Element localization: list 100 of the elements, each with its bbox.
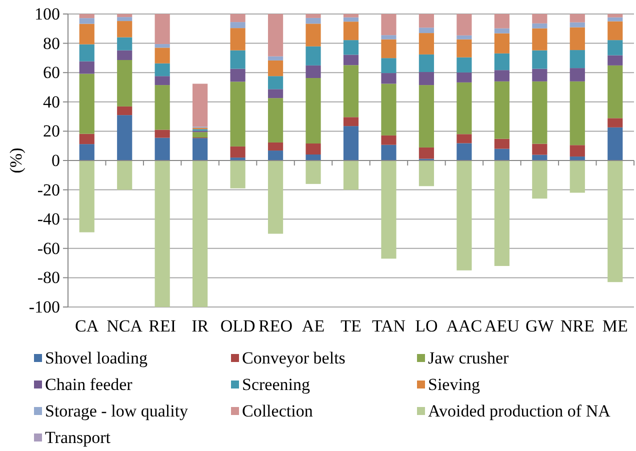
bar: [79, 61, 94, 74]
bar: [456, 143, 472, 160]
bar: [532, 68, 548, 82]
bar: [117, 17, 132, 22]
bar: [381, 14, 396, 36]
bar: [306, 154, 321, 160]
bar: [418, 160, 434, 186]
bar: [230, 68, 246, 82]
bar: [494, 138, 510, 149]
y-tick-label: 100: [34, 4, 60, 24]
bar: [608, 14, 623, 18]
bar: [381, 39, 396, 58]
bar: [456, 160, 472, 270]
bar: [418, 147, 434, 159]
bar: [494, 70, 510, 82]
bar: [192, 84, 208, 127]
bar: [532, 144, 548, 155]
bar: [494, 148, 510, 160]
bar: [494, 28, 510, 34]
bar: [268, 56, 284, 60]
bar: [570, 14, 585, 22]
bar: [230, 14, 246, 22]
bar: [117, 21, 132, 38]
x-tick-label: TAN: [372, 316, 406, 336]
legend-label: Avoided production of NA: [428, 402, 612, 420]
y-tick-label: 60: [43, 63, 60, 82]
x-tick-label: IR: [192, 316, 210, 336]
bar: [381, 135, 396, 145]
y-tick-label: 20: [43, 122, 60, 141]
y-tick-label: -20: [37, 180, 60, 200]
bar: [570, 68, 585, 82]
bar: [570, 27, 585, 50]
legend-label: Jaw crusher: [428, 348, 510, 368]
bar: [192, 132, 208, 138]
bar: [381, 35, 396, 40]
bar: [268, 89, 284, 98]
bar: [418, 33, 434, 54]
legend-label: Shovel loading: [45, 348, 148, 368]
x-tick-label: CA: [75, 316, 100, 336]
bar: [494, 33, 510, 54]
bar: [306, 18, 321, 24]
bar: [117, 37, 132, 50]
bar: [608, 65, 623, 118]
bar: [117, 160, 132, 190]
bar: [532, 81, 548, 144]
bar: [343, 17, 359, 22]
bar: [154, 44, 170, 48]
bar: [532, 14, 548, 24]
bar: [79, 144, 94, 160]
bar: [117, 115, 132, 160]
bar: [418, 54, 434, 72]
x-tick-label: LO: [415, 316, 438, 336]
bar: [570, 50, 585, 68]
x-tick-label: NRE: [560, 316, 594, 336]
bar: [79, 14, 94, 18]
y-tick-label: -60: [37, 238, 60, 258]
x-tick-label: GW: [526, 316, 555, 336]
bar: [306, 46, 321, 66]
bar: [570, 160, 585, 193]
bar: [154, 130, 170, 138]
bar: [494, 81, 510, 139]
bar: [230, 82, 246, 146]
x-tick-label: NCA: [106, 316, 144, 336]
legend-label: Collection: [242, 402, 314, 420]
bar: [456, 82, 472, 134]
legend-label: Chain feeder: [45, 375, 133, 394]
bar: [192, 138, 208, 160]
x-tick-label: AAC: [446, 316, 482, 336]
bar: [532, 23, 548, 28]
bar: [306, 65, 321, 78]
x-tick-label: REO: [258, 316, 293, 336]
bar: [154, 85, 170, 130]
bar: [456, 57, 472, 72]
bar: [343, 126, 359, 160]
bar: [306, 24, 321, 46]
bar: [494, 53, 510, 70]
bar: [79, 134, 94, 144]
bar: [268, 14, 284, 56]
bar: [456, 39, 472, 58]
y-tick-label: 80: [43, 34, 60, 53]
bar: [418, 28, 434, 34]
bar: [343, 160, 359, 190]
bar: [79, 160, 94, 232]
bar: [418, 72, 434, 86]
bar: [117, 14, 132, 18]
bar: [608, 21, 623, 40]
bar: [608, 118, 623, 128]
bar: [381, 144, 396, 160]
bar: [79, 18, 94, 24]
x-tick-label: ME: [602, 316, 628, 336]
bar: [456, 35, 472, 40]
legend-label: Conveyor belts: [242, 348, 346, 368]
y-axis-title: (%): [6, 148, 26, 174]
bar: [494, 160, 510, 266]
bar: [456, 72, 472, 82]
bar: [381, 73, 396, 84]
bar: [268, 76, 284, 90]
bar: [418, 14, 434, 28]
bar: [230, 28, 246, 50]
x-tick-label: REI: [148, 316, 176, 336]
